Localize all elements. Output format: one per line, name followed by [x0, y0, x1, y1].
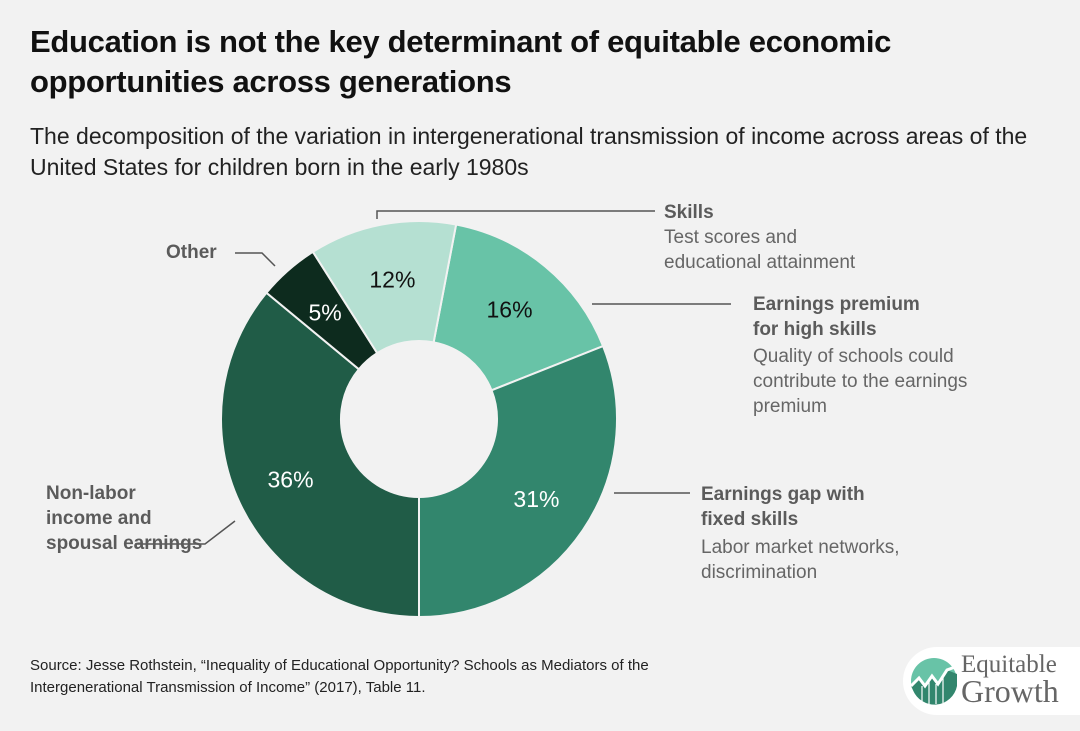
slice-value-skills: 12%	[369, 267, 415, 293]
slice-gap	[418, 344, 618, 619]
slice-value-premium: 16%	[486, 297, 532, 323]
label-premium-head: Earnings premium for high skills	[753, 294, 920, 340]
chart-title: Education is not the key determinant of …	[30, 24, 892, 99]
label-other-head: Other	[166, 242, 217, 263]
slice-value-gap: 31%	[513, 486, 559, 512]
equitable-growth-logo: Equitable Growth	[903, 647, 1080, 715]
leader-lines	[135, 210, 731, 545]
leader-line-skills	[376, 210, 655, 219]
slice-premium	[432, 223, 605, 392]
chart-subtitle: The decomposition of the variation in in…	[30, 123, 1028, 180]
source-note: Source: Jesse Rothstein, “Inequality of …	[30, 657, 649, 696]
label-gap-desc: Labor market networks, discrimination	[701, 537, 900, 583]
slice-skills	[311, 220, 458, 355]
label-gap-head: Earnings gap with fixed skills	[701, 484, 865, 530]
logo-line-2: Growth	[961, 673, 1059, 709]
label-nonlabor-head: Non-labor income and spousal earnings	[46, 483, 203, 554]
label-gap: Earnings gap with fixed skills Labor mar…	[701, 482, 911, 585]
label-other: Other	[166, 240, 217, 265]
donut-slices	[220, 220, 618, 619]
label-skills-head: Skills	[664, 202, 714, 223]
label-nonlabor: Non-labor income and spousal earnings	[46, 481, 231, 556]
logo-line-1: Equitable	[961, 651, 1057, 678]
label-skills: Skills Test scores and educational attai…	[664, 200, 924, 275]
slice-nonlabor	[220, 291, 420, 619]
slice-value-nonlabor: 36%	[267, 466, 313, 492]
growth-chart-icon	[909, 658, 957, 705]
label-premium: Earnings premium for high skills Quality…	[753, 292, 967, 419]
slice-value-other: 5%	[308, 299, 341, 325]
leader-line-nonlabor	[135, 520, 236, 545]
leader-line-other	[235, 252, 276, 267]
donut-value-labels: 16% 31% 36% 5% 12%	[267, 267, 559, 512]
label-skills-desc: Test scores and educational attainment	[664, 227, 856, 273]
logo-wordmark: Equitable Growth	[961, 651, 1059, 709]
label-premium-desc: Quality of schools could contribute to t…	[753, 346, 968, 417]
